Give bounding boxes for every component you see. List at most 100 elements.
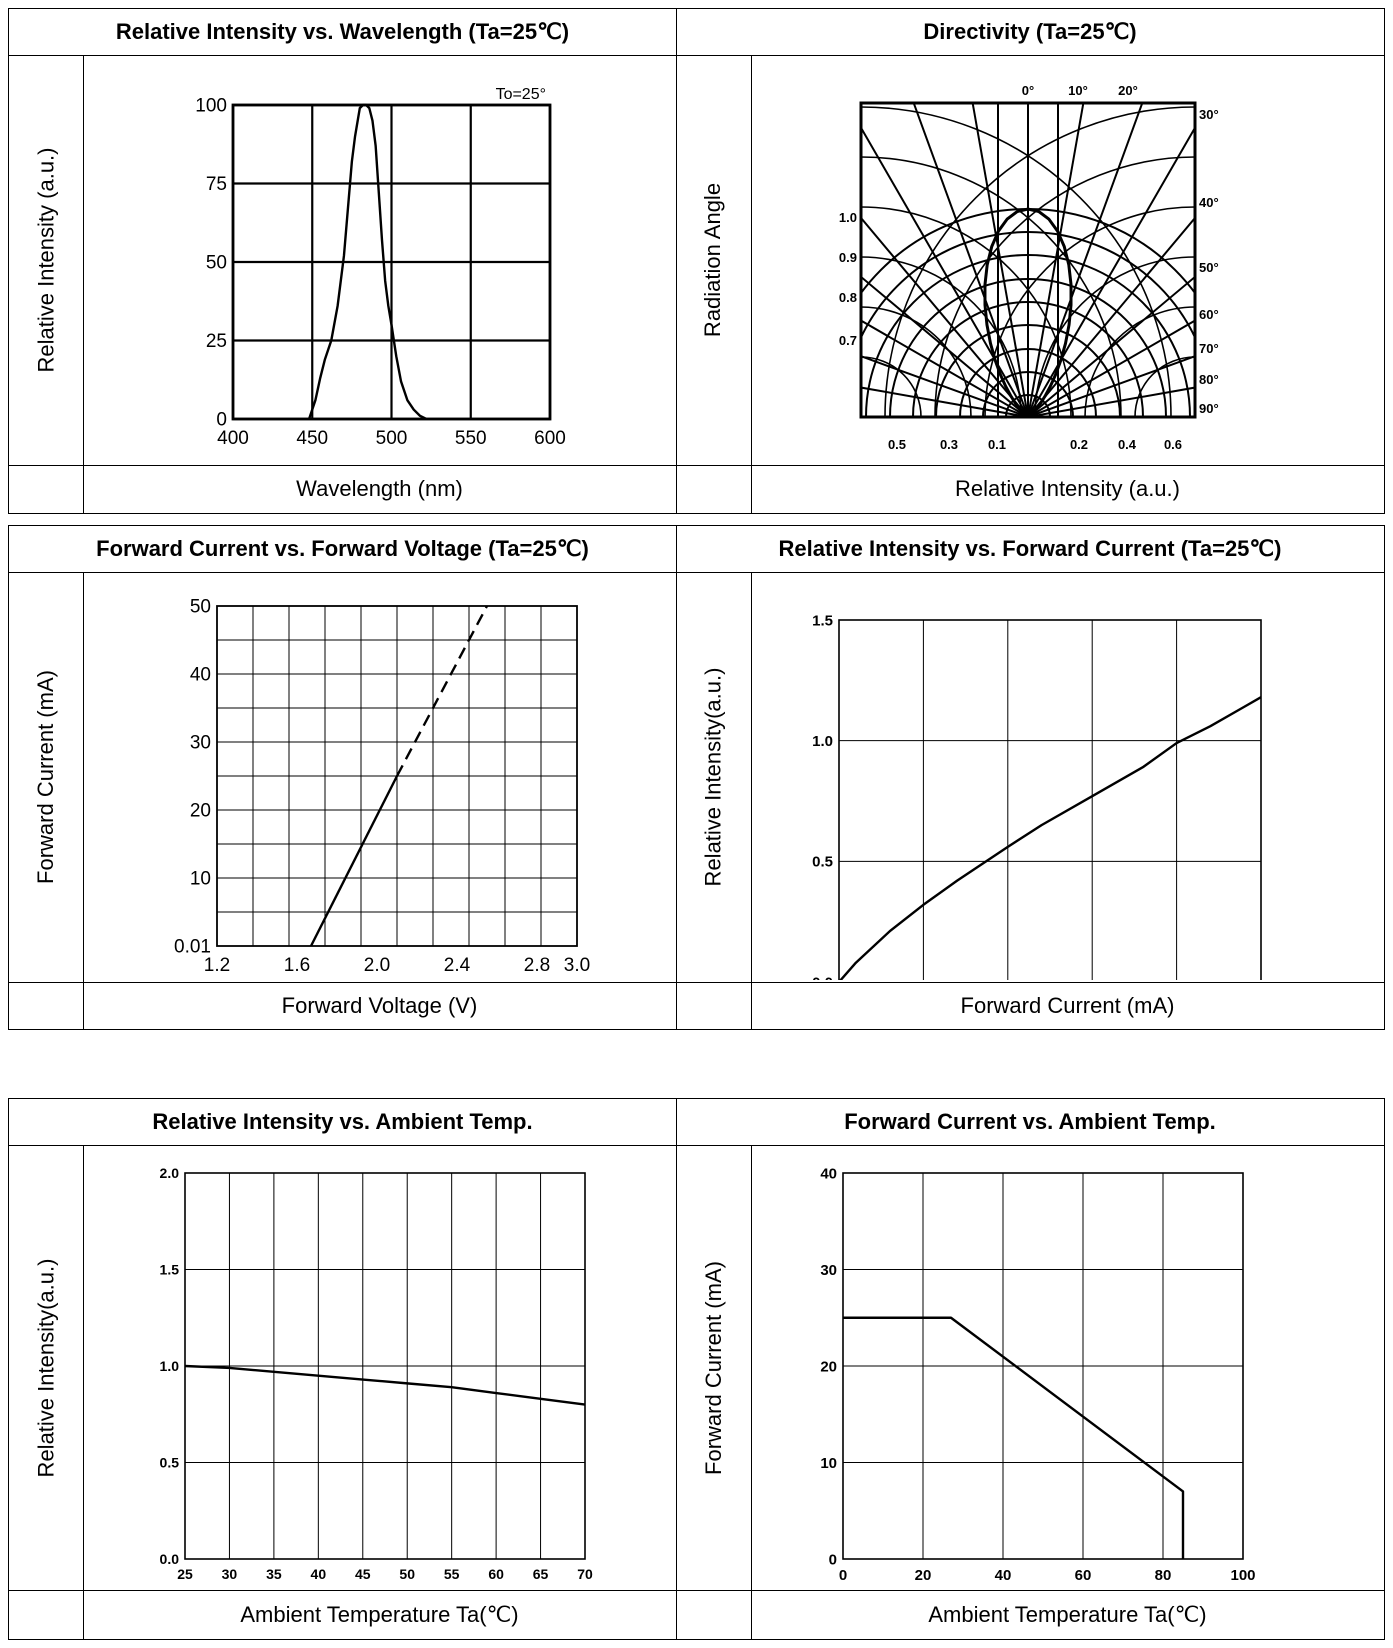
- y-tick-label: 50: [206, 253, 227, 274]
- x-axis-label: Relative Intensity (a.u.): [955, 476, 1180, 501]
- polar-spoke: [1027, 103, 1144, 417]
- angle-label: 50°: [1199, 260, 1219, 275]
- x-tick-label: 100: [1230, 1567, 1255, 1584]
- spectrum-chart: 400 450 500 550 600 0 25 50 75 100 To=25°: [195, 86, 566, 449]
- polar-spoke: [861, 275, 1029, 417]
- angle-label: 30°: [1199, 107, 1219, 122]
- chart-title-directivity: Directivity (Ta=25℃): [923, 19, 1137, 44]
- x-tick-label: 80: [1155, 1567, 1172, 1584]
- y-tick-label: 20: [820, 1358, 837, 1375]
- radial-label: 0.7: [839, 333, 857, 348]
- y-tick-label: 0.01: [174, 937, 211, 958]
- polar-spoke: [1027, 275, 1195, 417]
- x-tick-label: 600: [534, 428, 566, 449]
- x-tick-label: 400: [217, 428, 249, 449]
- x-axis-label: Ambient Temperature Ta(℃): [928, 1601, 1207, 1627]
- y-tick-label: 2.0: [160, 1165, 180, 1181]
- series-line: [983, 207, 1073, 419]
- y-tick-label: 0.0: [160, 1551, 180, 1567]
- y-tick-label: 1.5: [812, 612, 833, 629]
- chart-title-current-temp: Forward Current vs. Ambient Temp.: [844, 1109, 1216, 1134]
- y-tick-label: 0.5: [160, 1454, 180, 1470]
- polar-spoke: [912, 103, 1029, 417]
- polar-ring: [984, 206, 1195, 417]
- y-tick-label: 75: [206, 174, 227, 195]
- x-tick-label: 45: [355, 1566, 371, 1582]
- series-line: [309, 775, 399, 947]
- intensity-temp-chart: 25 30 35 40 45 50 55 60 65 70 0.0 0.5 1.0 1.5 2.0: [160, 1165, 593, 1582]
- chart-block-3: Relative Intensity vs. Ambient Temp. For…: [8, 1098, 1385, 1640]
- plot-frame: [838, 619, 1262, 980]
- iv-chart: 1.2 1.6 2.0 2.4 2.8 3.0 0.01 10 20 30 40 50: [174, 597, 590, 976]
- y-axis-label: Radiation Angle: [700, 182, 726, 338]
- radial-label: 0.9: [839, 250, 857, 265]
- angle-label: 20°: [1118, 83, 1138, 98]
- y-tick-label: 40: [820, 1165, 837, 1182]
- bottom-label: 0.3: [940, 437, 958, 452]
- polar-spoke: [861, 386, 1029, 417]
- y-tick-label: 40: [190, 665, 211, 686]
- chart-title-iv: Forward Current vs. Forward Voltage (Ta=…: [96, 536, 589, 561]
- x-axis-label: Forward Voltage (V): [281, 992, 478, 1018]
- plot-frame: [231, 103, 552, 421]
- series-line: [184, 1364, 586, 1406]
- x-tick-label: 50: [399, 1566, 415, 1582]
- bottom-label: 0.5: [888, 437, 906, 452]
- x-tick-label: 2.0: [364, 955, 390, 976]
- x-tick-label: 60: [488, 1566, 504, 1582]
- bottom-label: 0.4: [1118, 437, 1137, 452]
- polar-spoke: [971, 103, 1029, 417]
- y-axis-label: Forward Current (mA): [700, 1260, 726, 1475]
- polar-spoke: [861, 355, 1029, 417]
- chart-annotation: To=25°: [496, 86, 546, 103]
- plot-frame: [842, 1172, 1244, 1560]
- polar-spoke: [1027, 355, 1195, 417]
- x-tick-label: 2.4: [444, 955, 471, 976]
- polar-spoke: [1027, 103, 1085, 417]
- angle-label: 80°: [1199, 372, 1219, 387]
- y-tick-label: 30: [190, 733, 211, 754]
- series-line: [843, 1316, 1185, 1559]
- y-tick-label: 10: [190, 869, 211, 890]
- current-temp-chart: 0 20 40 60 80 100 0 10 20 30 40: [820, 1165, 1255, 1584]
- angle-label: 60°: [1199, 307, 1219, 322]
- angle-label: 10°: [1068, 83, 1088, 98]
- y-axis-label: Forward Current (mA): [33, 670, 59, 884]
- x-tick-label: 30: [222, 1566, 238, 1582]
- x-axis-label: Forward Current (mA): [960, 992, 1175, 1018]
- y-tick-label: 0.0: [812, 974, 833, 980]
- y-tick-label: 0.5: [812, 854, 833, 871]
- y-tick-label: 1.0: [812, 733, 833, 750]
- y-tick-label: 50: [190, 597, 211, 618]
- x-axis-label: Wavelength (nm): [296, 476, 463, 501]
- y-tick-label: 30: [820, 1262, 837, 1279]
- x-tick-label: 40: [311, 1566, 327, 1582]
- series-line: [839, 696, 1262, 980]
- x-tick-label: 450: [296, 428, 328, 449]
- x-tick-label: 70: [577, 1566, 593, 1582]
- bottom-label: 0.2: [1070, 437, 1088, 452]
- y-axis-label: Relative Intensity (a.u.): [33, 147, 59, 373]
- x-tick-label: 550: [455, 428, 487, 449]
- x-tick-label: 65: [533, 1566, 549, 1582]
- x-tick-label: 35: [266, 1566, 282, 1582]
- angle-label: 0°: [1022, 83, 1034, 98]
- chart-title-intensity-temp: Relative Intensity vs. Ambient Temp.: [152, 1109, 533, 1134]
- bottom-label: 0.1: [988, 437, 1006, 452]
- y-tick-label: 0: [829, 1551, 837, 1568]
- polar-spoke: [861, 319, 1029, 417]
- radial-label: 1.0: [839, 210, 857, 225]
- x-tick-label: 3.0: [564, 955, 590, 976]
- y-tick-label: 25: [206, 331, 227, 352]
- y-tick-label: 20: [190, 801, 211, 822]
- chart-block-1: Relative Intensity vs. Wavelength (Ta=25…: [8, 8, 1385, 514]
- polar-spoke: [1027, 386, 1195, 417]
- x-tick-label: 2.8: [524, 955, 550, 976]
- directivity-chart: 0° 10° 20° 30° 40° 50° 60° 70° 80° 90° 1.0 0.9 0.8 0.…: [839, 83, 1219, 452]
- polar-spoke: [1027, 216, 1195, 417]
- radial-label: 0.8: [839, 290, 857, 305]
- x-axis-label: Ambient Temperature Ta(℃): [240, 1601, 519, 1627]
- series-line: [307, 103, 427, 421]
- series-line: [395, 605, 489, 777]
- x-tick-label: 500: [376, 428, 408, 449]
